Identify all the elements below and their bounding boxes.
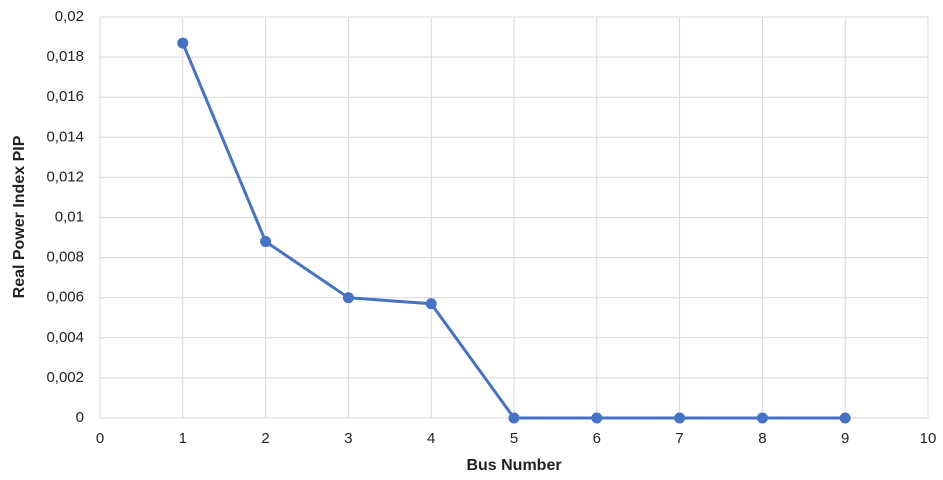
y-tick-label: 0,016 <box>46 88 84 105</box>
y-tick-label: 0,008 <box>46 249 84 266</box>
y-axis-title: Real Power Index PIP <box>11 135 28 298</box>
x-tick-label: 9 <box>841 430 849 447</box>
x-tick-label: 6 <box>593 430 601 447</box>
y-tick-label: 0,012 <box>46 168 84 185</box>
marker <box>839 412 851 424</box>
x-tick-label: 5 <box>510 430 518 447</box>
y-tick-label: 0 <box>76 409 84 426</box>
x-tick-label: 0 <box>96 430 104 447</box>
y-tick-label: 0,02 <box>55 8 84 25</box>
y-tick-label: 0,002 <box>46 369 84 386</box>
marker <box>260 236 272 248</box>
marker <box>177 37 189 49</box>
y-tick-label: 0,004 <box>46 329 84 346</box>
marker <box>591 412 603 424</box>
marker <box>508 412 520 424</box>
y-tick-label: 0,014 <box>46 128 84 145</box>
x-tick-label: 2 <box>261 430 269 447</box>
x-tick-label: 4 <box>427 430 435 447</box>
x-tick-label: 8 <box>758 430 766 447</box>
y-tick-label: 0,006 <box>46 289 84 306</box>
x-tick-label: 1 <box>179 430 187 447</box>
x-tick-label: 7 <box>675 430 683 447</box>
marker <box>674 412 686 424</box>
x-tick-label: 3 <box>344 430 352 447</box>
marker <box>756 412 768 424</box>
y-tick-label: 0,018 <box>46 48 84 65</box>
x-axis-title: Bus Number <box>466 457 561 474</box>
marker <box>342 292 354 304</box>
marker <box>425 298 437 310</box>
x-tick-label: 10 <box>920 430 937 447</box>
y-tick-label: 0,01 <box>55 208 84 225</box>
